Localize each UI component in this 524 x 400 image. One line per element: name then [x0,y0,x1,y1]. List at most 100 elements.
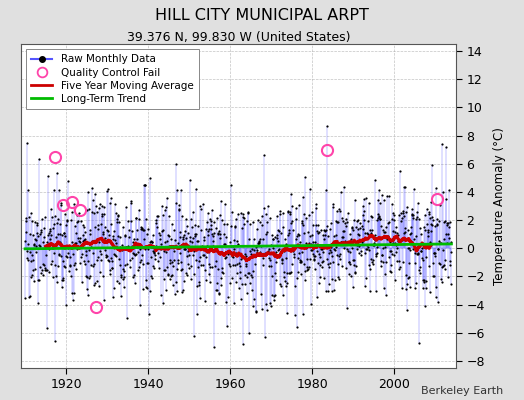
Point [410,260,419,266]
Point [190,270,199,277]
Point [306,233,314,239]
Point [276,280,284,287]
Point [135,302,144,308]
Point [101,234,110,241]
Point [121,232,129,238]
Point [246,221,254,227]
Point [347,244,356,251]
Point [60,229,69,236]
Point [447,281,456,288]
Point [297,271,305,277]
Point [188,239,196,245]
Point [261,334,269,340]
Point [79,222,87,228]
Point [160,267,169,274]
Point [60,230,68,236]
Point [216,231,224,237]
Point [324,232,333,239]
Point [326,220,335,226]
Point [368,226,377,233]
Point [224,294,232,300]
Point [71,222,80,229]
Point [104,228,112,234]
Point [149,232,157,238]
Point [198,243,206,249]
Point [206,226,215,233]
Point [139,286,147,292]
Point [237,256,245,262]
Point [245,330,253,336]
Point [122,204,130,210]
Point [129,251,138,257]
Point [231,262,239,268]
Point [331,277,339,283]
Point [132,215,140,221]
Point [123,314,131,321]
Point [377,252,386,258]
Point [199,252,208,259]
Point [41,267,49,273]
Point [233,270,241,276]
Point [161,207,169,214]
Point [244,209,252,216]
Point [238,341,247,347]
Point [148,239,156,246]
Point [46,236,54,242]
Point [309,239,317,245]
Point [204,232,212,238]
Point [361,282,369,289]
Point [220,241,228,247]
Point [310,257,319,264]
Point [386,247,395,254]
Point [339,218,347,224]
Point [255,218,264,225]
Point [436,261,445,268]
Point [369,242,378,249]
Point [398,210,407,216]
Point [89,196,97,203]
Point [291,283,299,289]
Point [188,224,196,230]
Point [345,259,353,265]
Point [152,243,160,249]
Point [105,258,113,264]
Point [59,258,67,264]
Point [114,212,122,218]
Point [58,284,67,290]
Point [302,214,310,221]
Point [95,205,103,212]
Point [154,213,162,220]
Point [319,249,327,255]
Point [269,236,278,242]
Point [103,252,112,259]
Point [321,186,330,193]
Point [190,248,198,254]
Point [113,278,121,284]
Point [42,325,51,332]
Point [369,242,377,248]
Point [91,224,99,231]
Point [95,283,103,289]
Point [424,233,432,240]
Point [32,219,41,226]
Point [260,252,269,258]
Point [93,226,102,232]
Point [329,200,337,207]
Point [337,215,346,222]
Point [245,270,254,276]
Point [340,184,348,190]
Point [206,264,214,270]
Point [280,247,289,253]
Point [64,178,72,184]
Point [293,275,301,281]
Point [72,240,81,246]
Point [268,292,276,298]
Point [338,234,346,240]
Point [218,269,226,275]
Point [408,206,417,212]
Point [162,204,170,211]
Point [305,212,313,218]
Point [86,226,94,233]
Point [151,256,159,262]
Point [31,249,40,255]
